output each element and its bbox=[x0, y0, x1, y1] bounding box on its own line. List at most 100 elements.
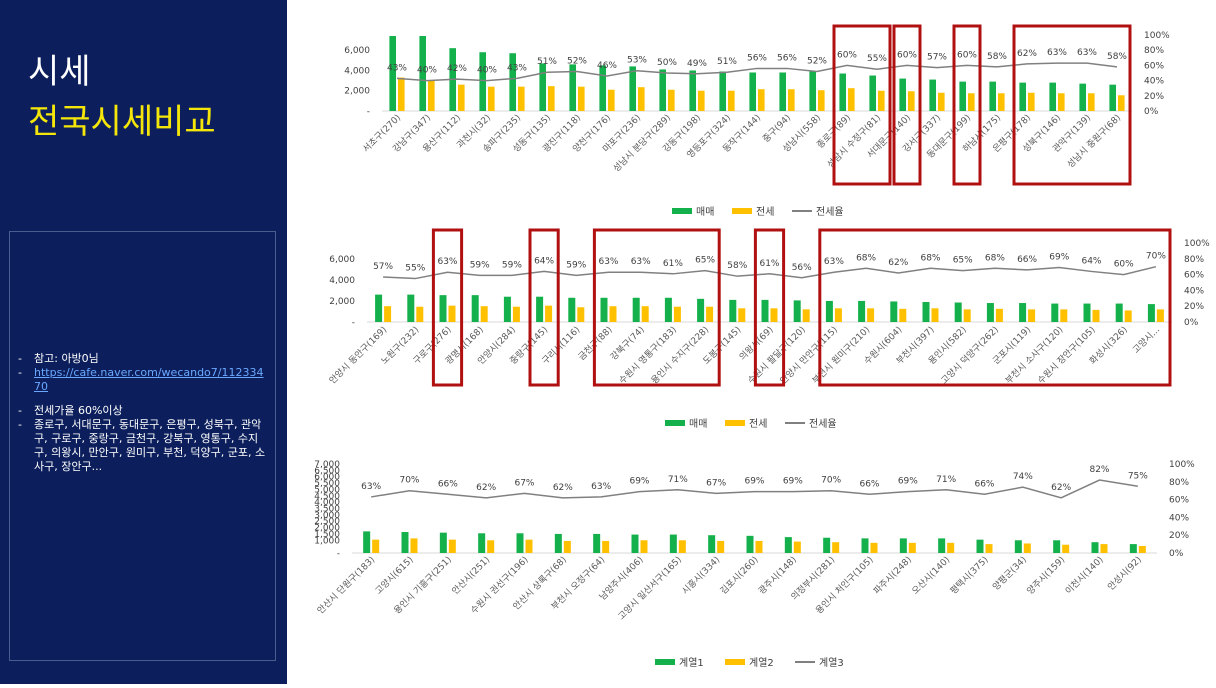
bar-jeonse bbox=[706, 306, 714, 322]
bar-sale bbox=[664, 297, 672, 322]
data-label: 61% bbox=[663, 259, 683, 269]
bar-sale bbox=[761, 299, 769, 322]
bar-sale bbox=[689, 70, 696, 111]
data-label: 62% bbox=[1051, 483, 1071, 493]
bar-sale bbox=[1147, 304, 1155, 322]
bar-jeonse bbox=[985, 544, 993, 553]
data-label: 59% bbox=[566, 260, 586, 270]
data-label: 60% bbox=[897, 50, 917, 60]
category-label: 안양시 만안구(115) bbox=[778, 324, 840, 386]
bar-jeonse bbox=[372, 539, 380, 553]
data-label: 82% bbox=[1089, 465, 1109, 475]
data-label: 55% bbox=[867, 54, 887, 64]
y-tick-label: 4,500 bbox=[314, 492, 340, 502]
bar-sale bbox=[839, 73, 846, 111]
legend-label: 계열2 bbox=[749, 657, 774, 669]
bar-sale bbox=[669, 534, 677, 553]
data-label: 43% bbox=[387, 63, 407, 73]
bar-jeonse bbox=[995, 308, 1003, 322]
bar-jeonse bbox=[416, 306, 424, 322]
data-label: 55% bbox=[405, 264, 425, 274]
note-districts-text: 종로구, 서대문구, 동대문구, 은평구, 성북구, 관악구, 구로구, 중랑구… bbox=[34, 418, 266, 473]
category-label: 양주시(159) bbox=[1025, 554, 1067, 596]
bar-sale bbox=[825, 300, 833, 322]
bar-sale bbox=[1049, 82, 1056, 111]
y2-tick-label: 100% bbox=[1169, 460, 1195, 470]
y2-tick-label: 40% bbox=[1169, 513, 1189, 523]
data-label: 46% bbox=[597, 61, 617, 71]
bar-jeonse bbox=[1028, 92, 1035, 111]
data-label: 66% bbox=[438, 479, 458, 489]
bar-sale bbox=[1109, 84, 1116, 111]
data-label: 40% bbox=[417, 66, 437, 76]
bar-jeonse bbox=[487, 540, 495, 553]
notes-box bbox=[9, 231, 276, 661]
bar-sale bbox=[697, 298, 705, 322]
bar-sale bbox=[509, 53, 516, 111]
note-reference: - 참고: 아방0님 bbox=[18, 352, 270, 366]
bar-jeonse bbox=[738, 308, 746, 322]
category-label: 고양시 일산서구(165) bbox=[616, 554, 684, 622]
y-tick-label: 2,000 bbox=[314, 524, 340, 534]
bar-jeonse bbox=[563, 540, 571, 553]
bar-sale bbox=[899, 78, 906, 111]
bar-jeonse bbox=[480, 306, 488, 322]
data-label: 43% bbox=[507, 63, 527, 73]
y2-tick-label: 20% bbox=[1144, 92, 1164, 102]
category-label: 용인시 수지구(228) bbox=[649, 324, 711, 386]
bar-jeonse bbox=[577, 307, 585, 322]
bar-sale bbox=[986, 303, 994, 322]
bar-jeonse bbox=[728, 90, 735, 111]
highlight-box bbox=[952, 24, 982, 186]
bar-jeonse bbox=[1058, 93, 1065, 111]
y-tick-label: 6,000 bbox=[344, 46, 370, 56]
bar-sale bbox=[599, 65, 606, 111]
legend-label: 전세율 bbox=[809, 418, 837, 430]
data-label: 66% bbox=[974, 479, 994, 489]
data-label: 63% bbox=[631, 257, 651, 267]
bar-sale bbox=[629, 66, 636, 111]
bar-jeonse bbox=[998, 93, 1005, 111]
data-label: 58% bbox=[1107, 52, 1127, 62]
data-label: 63% bbox=[598, 257, 618, 267]
charts-area: -2,000 4,000 6,000 0% 20% 40% 60% 80% 100% 서초구(27… bbox=[287, 0, 1216, 684]
bar-jeonse bbox=[947, 542, 955, 553]
bar-jeonse bbox=[398, 77, 405, 111]
bar-jeonse bbox=[963, 309, 971, 322]
ratio-line bbox=[371, 479, 1138, 499]
bar-sale bbox=[1019, 303, 1027, 322]
category-label: 이천시(140) bbox=[1063, 554, 1105, 596]
legend-swatch-sale bbox=[655, 659, 675, 665]
note-ratio-text: 전세가율 60%이상 bbox=[34, 404, 123, 417]
data-label: 75% bbox=[1128, 471, 1148, 481]
bar-sale bbox=[779, 72, 786, 111]
bar-sale bbox=[568, 297, 576, 322]
data-label: 56% bbox=[777, 53, 797, 63]
data-label: 58% bbox=[987, 52, 1007, 62]
bar-sale bbox=[419, 36, 426, 111]
bar-sale bbox=[401, 532, 409, 553]
data-label: 69% bbox=[629, 477, 649, 487]
bar-jeonse bbox=[908, 542, 916, 553]
bar-jeonse bbox=[1156, 309, 1164, 322]
bar-sale bbox=[600, 297, 608, 322]
y-tick-label: 5,500 bbox=[314, 479, 340, 489]
data-label: 68% bbox=[985, 253, 1005, 263]
data-label: 69% bbox=[898, 477, 918, 487]
bar-jeonse bbox=[512, 306, 520, 322]
bar-sale bbox=[749, 72, 756, 111]
bar-jeonse bbox=[938, 92, 945, 111]
bar-jeonse bbox=[832, 542, 840, 553]
y-tick-label: 7,000 bbox=[314, 460, 340, 470]
bar-jeonse bbox=[668, 89, 675, 111]
y2-tick-label: 60% bbox=[1144, 61, 1164, 71]
bar-jeonse bbox=[548, 86, 555, 111]
bar-sale bbox=[989, 81, 996, 111]
reference-link[interactable]: https://cafe.naver.com/wecando7/11233470 bbox=[34, 366, 264, 393]
bar-jeonse bbox=[802, 309, 810, 322]
data-label: 52% bbox=[567, 56, 587, 66]
y2-tick-label: 60% bbox=[1169, 496, 1189, 506]
y-tick-label: - bbox=[352, 318, 355, 328]
bar-jeonse bbox=[384, 306, 392, 322]
bar-sale bbox=[793, 300, 801, 322]
